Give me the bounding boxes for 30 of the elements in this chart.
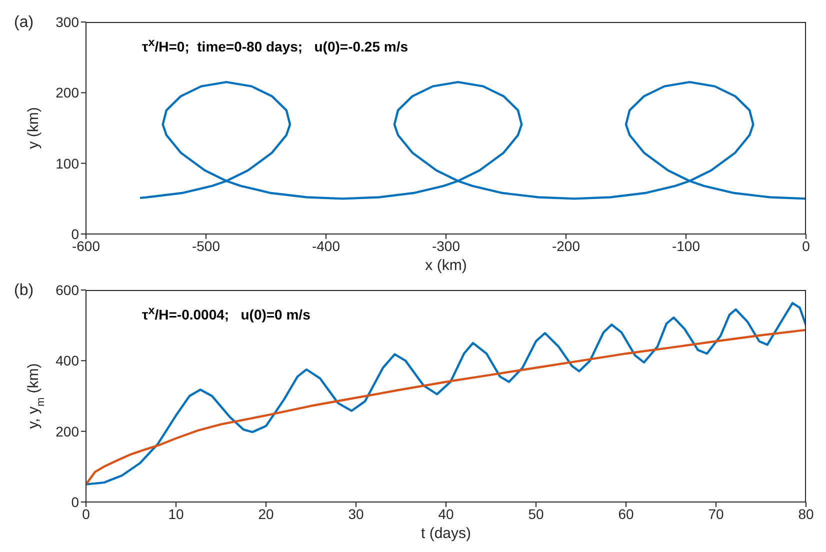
x-axis-title: t (days) [420, 525, 472, 542]
chart-title: (b) [14, 282, 34, 300]
x-tick-label: 50 [528, 506, 544, 522]
x-tick-label: 20 [258, 506, 274, 522]
y-tick-label: 0 [71, 494, 80, 510]
x-tick-label: -400 [312, 238, 340, 254]
y-tick-label: 300 [56, 14, 80, 30]
annotation: τ$^{x}$/H=0; time=0-80 days; u(0)=-0.25 m/s [142, 36, 408, 55]
y-tick-label: 200 [56, 84, 80, 101]
x-tick-label: 10 [168, 506, 184, 522]
x-tick-label: 0 [802, 238, 810, 254]
line-series [138, 80, 806, 200]
x-axis-title: x (km) [425, 257, 467, 274]
y-tick-label: 600 [56, 282, 80, 298]
x-tick-label: -200 [552, 238, 580, 254]
y-axis-title: y (km) [25, 107, 42, 149]
x-tick-label: -300 [432, 238, 460, 254]
y-tick-label: 400 [56, 352, 80, 369]
x-tick-label: 70 [708, 506, 724, 522]
y-tick-label: 200 [56, 423, 80, 440]
chart-title: (a) [14, 14, 34, 32]
x-tick-label: 80 [798, 506, 814, 522]
x-tick-label: 60 [618, 506, 634, 522]
y-tick-label: 100 [56, 155, 80, 172]
x-tick-label: 40 [438, 506, 454, 522]
x-tick-label: 0 [82, 506, 90, 522]
x-tick-label: 30 [348, 506, 364, 522]
x-tick-label: -100 [672, 238, 700, 254]
annotation: τ$^{x}$/H=-0.0004; u(0)=0 m/s [142, 304, 310, 323]
x-tick-label: -500 [192, 238, 220, 254]
